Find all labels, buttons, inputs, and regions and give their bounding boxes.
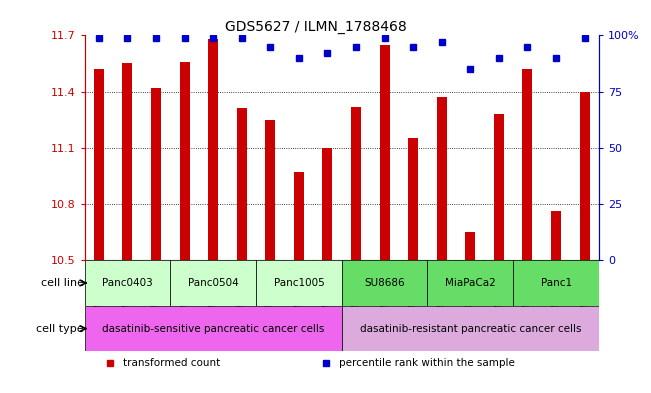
Text: dasatinib-resistant pancreatic cancer cells: dasatinib-resistant pancreatic cancer ce… (359, 323, 581, 334)
Bar (199, 260, 227, 306)
Bar (437, 97, 447, 260)
Text: transformed count: transformed count (123, 358, 221, 368)
Bar (142, 260, 171, 306)
Title: GDS5627 / ILMN_1788468: GDS5627 / ILMN_1788468 (225, 20, 407, 34)
Bar (465, 232, 475, 260)
Bar (542, 260, 570, 306)
Bar (513, 260, 542, 306)
Bar (579, 92, 590, 260)
Bar (380, 45, 390, 260)
Bar (428, 260, 513, 306)
Bar (171, 260, 199, 306)
Text: cell line: cell line (41, 278, 84, 288)
Bar (484, 260, 513, 306)
Bar (313, 260, 342, 306)
Bar (180, 62, 189, 260)
Text: Panc0403: Panc0403 (102, 278, 153, 288)
Bar (113, 260, 142, 306)
Bar (342, 306, 599, 351)
Bar (523, 69, 533, 260)
Bar (122, 63, 133, 260)
Bar (494, 114, 504, 260)
Bar (94, 69, 104, 260)
Bar (513, 260, 599, 306)
Bar (294, 172, 304, 260)
Text: percentile rank within the sample: percentile rank within the sample (339, 358, 515, 368)
Bar (408, 138, 418, 260)
Text: cell type: cell type (36, 323, 84, 334)
Bar (256, 260, 284, 306)
Bar (342, 260, 428, 306)
Bar (428, 260, 456, 306)
Bar (151, 88, 161, 260)
Bar (351, 107, 361, 260)
Text: dasatinib-sensitive pancreatic cancer cells: dasatinib-sensitive pancreatic cancer ce… (102, 323, 324, 334)
Bar (284, 260, 313, 306)
Bar (171, 260, 256, 306)
Text: MiaPaCa2: MiaPaCa2 (445, 278, 495, 288)
Bar (85, 306, 342, 351)
Bar (456, 260, 484, 306)
Bar (399, 260, 428, 306)
Bar (266, 119, 275, 260)
Bar (227, 260, 256, 306)
Bar (85, 260, 171, 306)
Bar (208, 39, 218, 260)
Text: SU8686: SU8686 (365, 278, 405, 288)
Bar (237, 108, 247, 260)
Bar (85, 260, 113, 306)
Bar (256, 260, 342, 306)
Text: Panc1: Panc1 (540, 278, 572, 288)
Bar (342, 260, 370, 306)
Bar (322, 148, 333, 260)
Text: Panc0504: Panc0504 (188, 278, 238, 288)
Bar (570, 260, 599, 306)
Text: Panc1005: Panc1005 (273, 278, 324, 288)
Bar (370, 260, 399, 306)
Bar (551, 211, 561, 260)
